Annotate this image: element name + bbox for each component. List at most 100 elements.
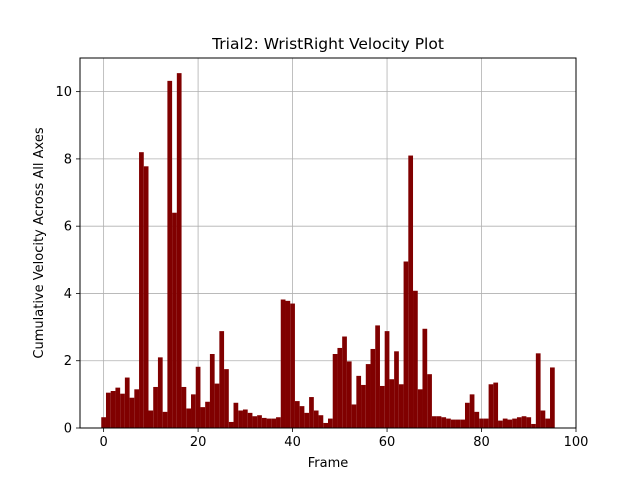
bar <box>540 410 546 428</box>
bar <box>375 325 380 428</box>
bar <box>535 353 541 428</box>
bar <box>384 331 390 428</box>
bar <box>365 364 371 428</box>
bar <box>512 418 517 428</box>
bar <box>398 384 404 428</box>
bar <box>233 402 239 428</box>
bar <box>129 397 135 428</box>
bar <box>521 416 527 428</box>
bar <box>498 420 503 428</box>
bar <box>436 416 442 428</box>
bar <box>342 336 347 428</box>
bar <box>290 303 295 428</box>
bar <box>488 384 494 428</box>
bar <box>332 354 338 428</box>
bar <box>186 408 192 428</box>
bar <box>531 423 536 428</box>
bar <box>294 401 300 428</box>
bar <box>209 354 215 428</box>
bar <box>323 422 328 428</box>
bar <box>228 421 234 428</box>
bar <box>507 419 513 428</box>
bar <box>304 412 310 428</box>
bar <box>446 418 451 428</box>
bar <box>431 416 437 428</box>
bar <box>252 416 258 428</box>
bar <box>394 351 399 428</box>
bar <box>271 418 277 428</box>
bar <box>469 394 475 428</box>
bar <box>413 290 418 428</box>
bar <box>379 385 385 428</box>
bar <box>101 417 106 428</box>
bar <box>356 375 362 428</box>
bar <box>483 418 489 428</box>
y-tick-label: 2 <box>64 354 72 369</box>
y-tick-label: 8 <box>64 152 72 167</box>
plot-frame <box>79 57 577 429</box>
bar <box>460 419 465 428</box>
bar <box>124 377 130 428</box>
bar <box>195 366 201 428</box>
x-tick-label: 40 <box>284 435 301 450</box>
bar <box>176 73 182 429</box>
bar <box>422 328 428 428</box>
bar <box>346 361 352 428</box>
x-tick-label: 20 <box>190 435 207 450</box>
bar <box>545 418 551 428</box>
bar <box>257 415 262 428</box>
bar <box>516 417 522 428</box>
bar <box>219 331 225 428</box>
bar <box>143 166 149 429</box>
bar <box>266 418 272 428</box>
bar <box>191 394 196 428</box>
bar <box>280 299 286 428</box>
bar <box>200 407 206 428</box>
x-tick-label: 60 <box>379 435 396 450</box>
bar <box>110 391 116 428</box>
bar <box>238 410 243 428</box>
bar <box>105 392 111 428</box>
bar <box>361 384 366 428</box>
bar <box>276 417 281 428</box>
bar <box>299 406 305 428</box>
bar <box>502 418 508 428</box>
y-axis-label: Cumulative Velocity Across All Axes <box>32 127 47 358</box>
x-axis-label: Frame <box>308 456 349 471</box>
bar <box>389 379 395 428</box>
bar <box>479 418 484 428</box>
bar <box>328 418 333 428</box>
bars <box>101 73 555 429</box>
bar <box>285 300 291 428</box>
bar <box>318 415 324 428</box>
bar <box>134 389 140 428</box>
bar <box>313 410 319 428</box>
chart-title: Trial2: WristRight Velocity Plot <box>211 35 444 53</box>
bar <box>172 212 177 428</box>
bar <box>526 417 532 428</box>
bar <box>167 80 173 428</box>
y-tick-label: 4 <box>64 287 72 302</box>
x-axis-ticks: 0 20 40 60 80 100 <box>99 428 588 450</box>
bar <box>450 419 456 428</box>
bar <box>455 419 461 428</box>
bar <box>139 152 144 428</box>
bar <box>417 389 423 428</box>
bar <box>242 409 248 428</box>
bar <box>474 411 480 428</box>
x-tick-label: 100 <box>564 435 589 450</box>
y-tick-label: 6 <box>64 220 72 235</box>
bar <box>464 402 470 428</box>
x-tick-label: 80 <box>473 435 490 450</box>
bar <box>162 411 168 428</box>
y-axis-ticks: 0 2 4 6 8 10 <box>55 85 80 437</box>
bar <box>427 374 432 428</box>
bar <box>181 386 187 428</box>
bar <box>120 393 125 428</box>
bar <box>157 357 163 428</box>
x-tick-label: 0 <box>99 435 107 450</box>
bar <box>403 261 409 428</box>
bar <box>247 412 253 428</box>
